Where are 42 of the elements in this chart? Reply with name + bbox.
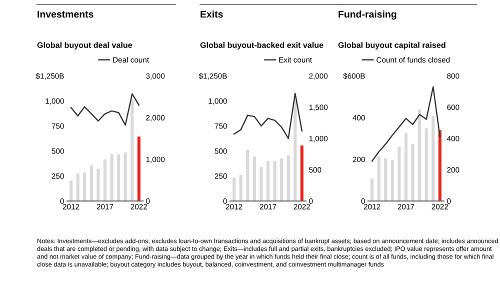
chart-subtitle: Global buyout deal value bbox=[37, 42, 132, 50]
bar bbox=[273, 160, 276, 201]
bar bbox=[377, 156, 380, 201]
line-series bbox=[233, 92, 303, 140]
bar bbox=[260, 166, 263, 201]
bar bbox=[96, 168, 100, 201]
bar bbox=[232, 177, 236, 201]
bar bbox=[239, 174, 242, 201]
bar bbox=[280, 158, 284, 201]
chart-title: Fund-raising bbox=[338, 10, 396, 20]
bar bbox=[110, 154, 114, 201]
bar bbox=[404, 132, 408, 201]
bar bbox=[390, 160, 394, 201]
bar bbox=[124, 152, 127, 201]
bar bbox=[286, 155, 290, 201]
bar bbox=[398, 146, 401, 201]
line-series bbox=[70, 93, 140, 126]
bar bbox=[117, 154, 120, 201]
bar bbox=[424, 128, 428, 201]
bar bbox=[384, 158, 388, 201]
bar bbox=[438, 130, 442, 201]
bar bbox=[418, 109, 422, 201]
bar bbox=[83, 172, 86, 201]
bar bbox=[411, 144, 414, 201]
bar bbox=[137, 136, 140, 201]
line-series bbox=[371, 86, 441, 162]
bar bbox=[294, 100, 297, 201]
bar bbox=[266, 160, 270, 201]
bar bbox=[76, 173, 80, 201]
chart-subtitle: Global buyout capital raised bbox=[338, 42, 446, 50]
chart-title: Exits bbox=[200, 10, 223, 18]
bar bbox=[300, 145, 304, 201]
bar bbox=[130, 100, 134, 201]
bar bbox=[432, 116, 435, 201]
bar bbox=[90, 165, 93, 201]
chart-title: Investments bbox=[38, 10, 94, 18]
bar bbox=[103, 159, 107, 201]
bar bbox=[252, 156, 256, 201]
bar bbox=[246, 150, 250, 201]
chart-subtitle: Global buyout-backed exit value bbox=[200, 42, 324, 50]
bar bbox=[70, 180, 73, 201]
bar bbox=[370, 178, 374, 201]
